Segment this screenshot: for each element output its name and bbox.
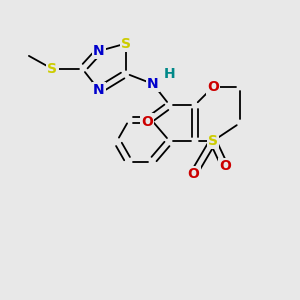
Text: N: N [93,44,105,58]
Text: S: S [47,62,58,76]
Text: S: S [121,37,131,50]
Text: O: O [207,80,219,94]
Text: O: O [188,167,200,181]
Text: O: O [141,115,153,128]
Text: H: H [164,67,175,80]
Text: O: O [219,160,231,173]
Text: N: N [93,83,105,97]
Text: S: S [208,134,218,148]
Text: N: N [147,77,159,91]
